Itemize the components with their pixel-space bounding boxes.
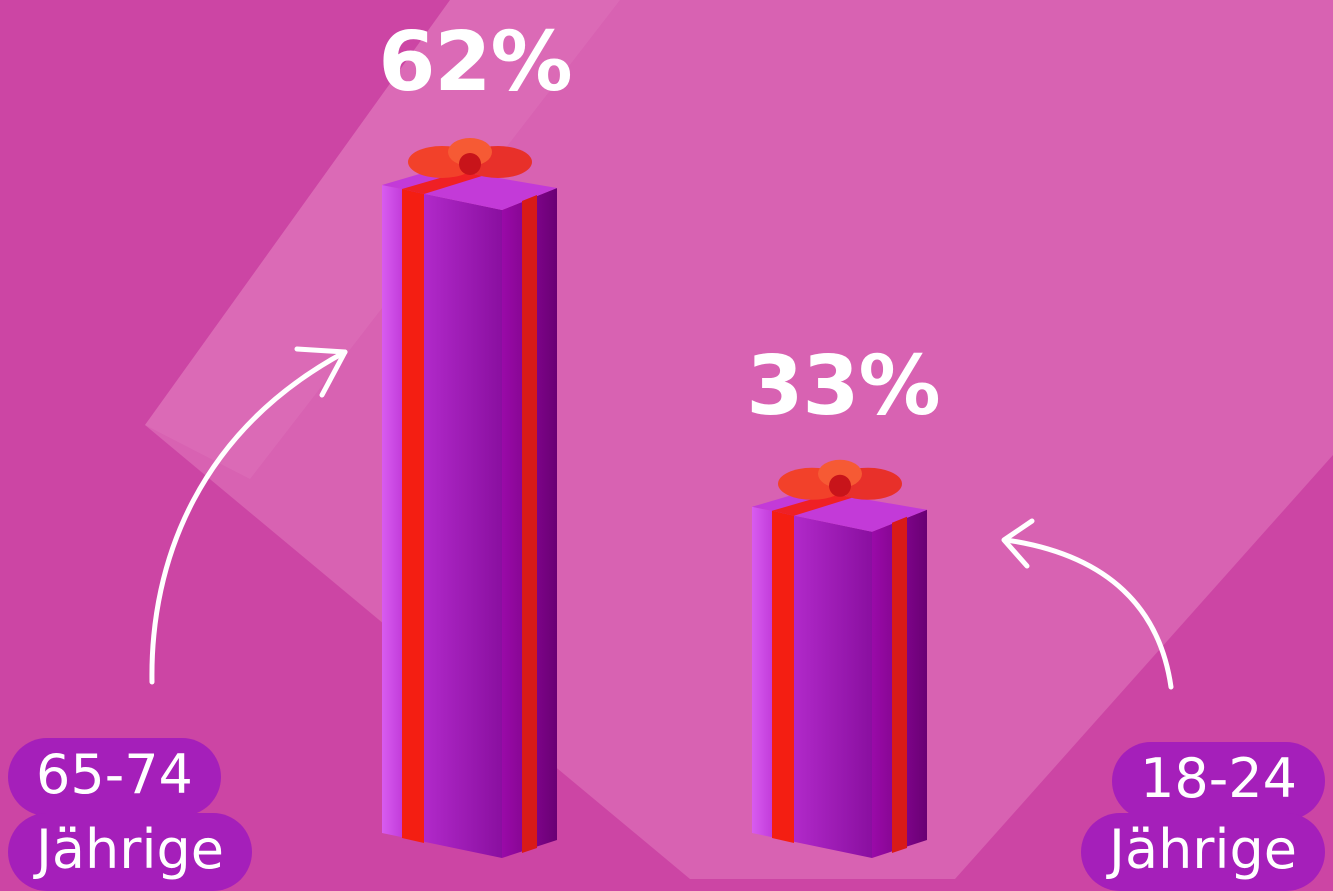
bar-1-ribbon-bow-icon <box>829 474 851 497</box>
arrow-head-icon <box>1001 518 1035 569</box>
bar-0-lid <box>382 168 557 210</box>
curved-arrow-icon <box>149 349 348 685</box>
bar-1-lid <box>752 489 927 532</box>
curved-arrow-icon <box>1003 537 1174 690</box>
bar-1-bow-loop-top <box>818 459 862 488</box>
bar-0-gift-box-icon <box>382 185 502 858</box>
category-label-0-line1: 65-74 <box>8 738 221 816</box>
bar-0-ribbon-front <box>402 189 424 843</box>
bar-1-ribbon-side <box>892 516 907 853</box>
arrows-layer <box>149 346 1174 690</box>
bar-0-ribbon-side <box>522 195 537 853</box>
value-label-1: 33% <box>746 339 940 434</box>
bar-0-ribbon-bow-icon <box>459 153 481 175</box>
arrow-head-icon <box>294 346 348 398</box>
category-label-1-line1: 18-24 <box>1112 742 1325 820</box>
category-label-0-line2: Jährige <box>8 813 252 891</box>
bar-1-ribbon-lid <box>772 492 852 516</box>
bar-1-ribbon-front <box>772 510 794 843</box>
bar-0-ribbon-lid <box>402 171 482 194</box>
category-label-1-line2: Jährige <box>1081 813 1325 891</box>
value-label-0: 62% <box>378 15 572 110</box>
bar-0-bow-loop-top <box>448 138 492 166</box>
bar-1-gift-box-icon <box>752 506 872 858</box>
